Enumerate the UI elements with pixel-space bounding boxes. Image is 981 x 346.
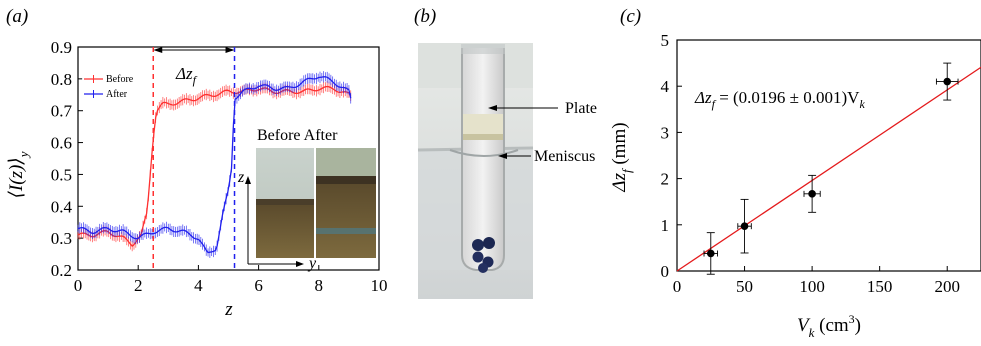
legend-after-label: After: [106, 89, 128, 100]
bead: [472, 251, 484, 263]
y-tick-label: 2: [661, 170, 670, 189]
panel-a: (a) 0 2 4 6 8 10 0.2 0.3 0.4 0.5 0.6 0.7 0.8 0.9 Befo…: [6, 6, 388, 320]
inset-axis-z: z: [237, 169, 245, 186]
y-tick-label: 0.4: [51, 197, 73, 216]
meniscus-line: [449, 149, 519, 157]
data-point: [803, 174, 821, 213]
inset-before-interface: [256, 199, 314, 205]
inset-after-liquid: [316, 182, 376, 258]
data-point: [737, 198, 752, 254]
x-tick-label: 2: [134, 276, 143, 295]
x-tick-label: 8: [315, 276, 324, 295]
x-tick-label: 50: [736, 277, 753, 296]
panel-c: (c) 0 50 100 150 200 0 1 2 3 4 5 Δzf = (0.0196 ± 0…: [609, 6, 981, 340]
x-tick-label: 150: [867, 277, 893, 296]
y-tick-label: 3: [661, 123, 670, 142]
bead: [472, 239, 484, 251]
inset-after-band: [316, 228, 376, 234]
panel-a-series: [77, 47, 352, 270]
y-tick-label: 5: [661, 31, 670, 50]
x-tick-label: 10: [371, 276, 388, 295]
plate-arrow-icon: [488, 105, 497, 111]
point-marker: [808, 190, 816, 198]
point-marker: [943, 77, 952, 86]
panel-c-label: (c): [620, 6, 641, 27]
inset-axis-y: y: [307, 255, 317, 272]
y-tick-label: 0.3: [51, 229, 72, 248]
inset-photo: Before After z y: [237, 127, 376, 272]
panel-c-series: [676, 62, 981, 275]
x-tick-label: 100: [799, 277, 825, 296]
y-tick-label: 4: [661, 77, 670, 96]
inset-before-liquid: [256, 203, 314, 258]
panel-c-axes-frame: [676, 39, 981, 272]
panel-c-ylabel: Δzf (mm): [609, 122, 634, 192]
panel-c-xlabel: Vk (cm3): [797, 312, 861, 340]
point-marker: [740, 222, 749, 230]
panel-a-legend: Before After: [82, 68, 140, 106]
delta-zf-label: Δzf: [175, 64, 198, 87]
series-line: [77, 76, 352, 254]
series-after: [77, 71, 352, 258]
fit-equation: Δzf = (0.0196 ± 0.001)Vk: [694, 88, 865, 111]
meniscus-arrow-icon: [498, 153, 507, 159]
y-tick-label: 0.7: [51, 102, 73, 121]
x-tick-label: 6: [254, 276, 263, 295]
panel-a-axes-frame: [77, 46, 380, 271]
x-tick-label: 4: [194, 276, 203, 295]
y-tick-label: 0.8: [51, 70, 72, 89]
data-point: [935, 62, 959, 101]
point-marker: [706, 249, 715, 258]
y-tick-label: 0.5: [51, 165, 72, 184]
panel-a-label: (a): [6, 6, 28, 27]
y-tick-label: 1: [661, 216, 670, 235]
panel-a-ticks: 0 2 4 6 8 10 0.2 0.3 0.4 0.5 0.6 0.7 0.8 0.9: [51, 38, 388, 295]
panel-a-ylabel: ⟨I(z)⟩y: [6, 151, 31, 198]
legend-before-label: Before: [106, 74, 134, 85]
panel-c-ticks: 0 50 100 150 200 0 1 2 3 4 5: [661, 31, 960, 296]
y-tick-label: 0.2: [51, 261, 72, 280]
plate-label: Plate: [565, 100, 597, 117]
panel-a-plot-area: 0 2 4 6 8 10 0.2 0.3 0.4 0.5 0.6 0.7 0.8 0.9 Before A…: [6, 38, 388, 320]
bead: [478, 263, 488, 273]
inset-after-interface: [316, 176, 376, 184]
panel-b-label: (b): [414, 6, 436, 27]
x-tick-label: 200: [934, 277, 960, 296]
y-tick-label: 0.6: [51, 134, 72, 153]
test-tube: [461, 48, 505, 271]
meniscus-label: Meniscus: [534, 148, 595, 165]
delta-left-arrow-icon: [153, 47, 163, 53]
delta-right-arrow-icon: [225, 47, 235, 53]
panel-b: (b) Plate Meniscus: [414, 6, 597, 299]
fit-line: [676, 66, 981, 272]
y-tick-label: 0.9: [51, 38, 72, 57]
inset-z-arrow-icon: [245, 176, 251, 184]
bead: [483, 237, 495, 249]
x-tick-label: 0: [673, 277, 682, 296]
y-tick-label: 0: [661, 262, 670, 281]
test-tube-photo: [417, 43, 534, 299]
delta-zf-annotation: Δzf: [153, 47, 235, 87]
inset-y-arrow-icon: [296, 261, 304, 267]
data-point: [703, 232, 718, 275]
series-line: [77, 85, 352, 248]
panel-a-xlabel: z: [224, 299, 233, 320]
inset-title: Before After: [257, 127, 338, 144]
x-tick-label: 0: [74, 276, 83, 295]
